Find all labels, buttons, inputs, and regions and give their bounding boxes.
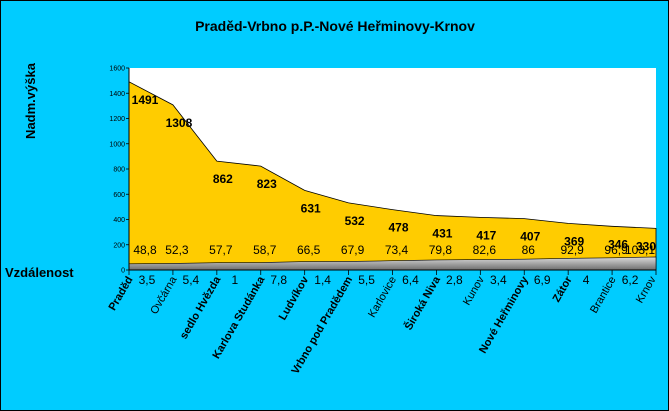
- cumulative-km-label: 52,3: [165, 243, 189, 257]
- cumulative-km-label: 48,8: [133, 243, 157, 257]
- cumulative-km-label: 66,5: [297, 243, 321, 257]
- x-axis-label: Vzdálenost: [5, 265, 74, 280]
- segment-km-label: 6,4: [402, 273, 419, 287]
- segment-km-label: 6,9: [534, 273, 551, 287]
- cumulative-km-label: 58,7: [253, 243, 277, 257]
- segment-km-label: 7,8: [270, 273, 287, 287]
- y-tick-label: 800: [113, 167, 125, 174]
- y-tick-label: 200: [113, 242, 125, 249]
- cumulative-km-label: 103,1: [625, 243, 655, 257]
- y-tick-label: 1000: [109, 141, 125, 148]
- elevation-label: 431: [432, 227, 452, 241]
- segment-km-label: 3,5: [139, 273, 156, 287]
- cumulative-km-label: 79,8: [429, 243, 453, 257]
- y-axis-label: Nadm.výška: [23, 62, 38, 139]
- elevation-label: 407: [520, 230, 540, 244]
- elevation-area: [128, 81, 657, 271]
- cumulative-km-label: 86: [522, 243, 536, 257]
- category-label: Kunov: [461, 274, 487, 307]
- y-tick-label: 1200: [109, 116, 125, 123]
- segment-km-label: 3,4: [490, 273, 507, 287]
- cumulative-km-label: 57,7: [209, 243, 233, 257]
- y-tick-label: 1600: [109, 66, 125, 73]
- elevation-label: 1308: [166, 116, 193, 130]
- elevation-label: 1491: [132, 93, 159, 107]
- category-label: Brantice: [588, 275, 619, 316]
- elevation-label: 417: [476, 228, 496, 242]
- y-tick-label: 0: [121, 268, 125, 275]
- elevation-label: 346: [608, 237, 628, 251]
- cumulative-km-label: 96,9: [604, 243, 628, 257]
- category-label: Praděd: [107, 275, 136, 313]
- y-tick-label: 400: [113, 217, 125, 224]
- segment-km-label: 6,2: [622, 273, 639, 287]
- elevation-label: 862: [213, 172, 233, 186]
- segment-km-label: 1,4: [314, 273, 331, 287]
- category-label: Zátor: [551, 274, 576, 304]
- elevation-label: 369: [564, 234, 584, 248]
- segment-km-label: 5,4: [183, 273, 200, 287]
- chart-title: Praděd-Vrbno p.P.-Nové Heřminovy-Krnov: [195, 18, 475, 34]
- cumulative-km-label: 67,9: [341, 243, 365, 257]
- elevation-label: 330: [636, 239, 656, 253]
- cumulative-km-label: 92,9: [560, 243, 584, 257]
- y-tick-label: 1400: [109, 91, 125, 98]
- distance-area: [128, 256, 657, 271]
- elevation-label: 532: [345, 214, 365, 228]
- y-tick-label: 600: [113, 192, 125, 199]
- segment-km-label: 4: [583, 273, 590, 287]
- segment-km-label: 5,5: [358, 273, 375, 287]
- segment-km-label: 1: [231, 273, 238, 287]
- cumulative-km-label: 82,6: [473, 243, 497, 257]
- elevation-label: 631: [301, 201, 321, 215]
- cumulative-km-label: 73,4: [385, 243, 409, 257]
- segment-km-label: 2,8: [446, 273, 463, 287]
- elevation-label: 478: [388, 221, 408, 235]
- elevation-label: 823: [257, 177, 277, 191]
